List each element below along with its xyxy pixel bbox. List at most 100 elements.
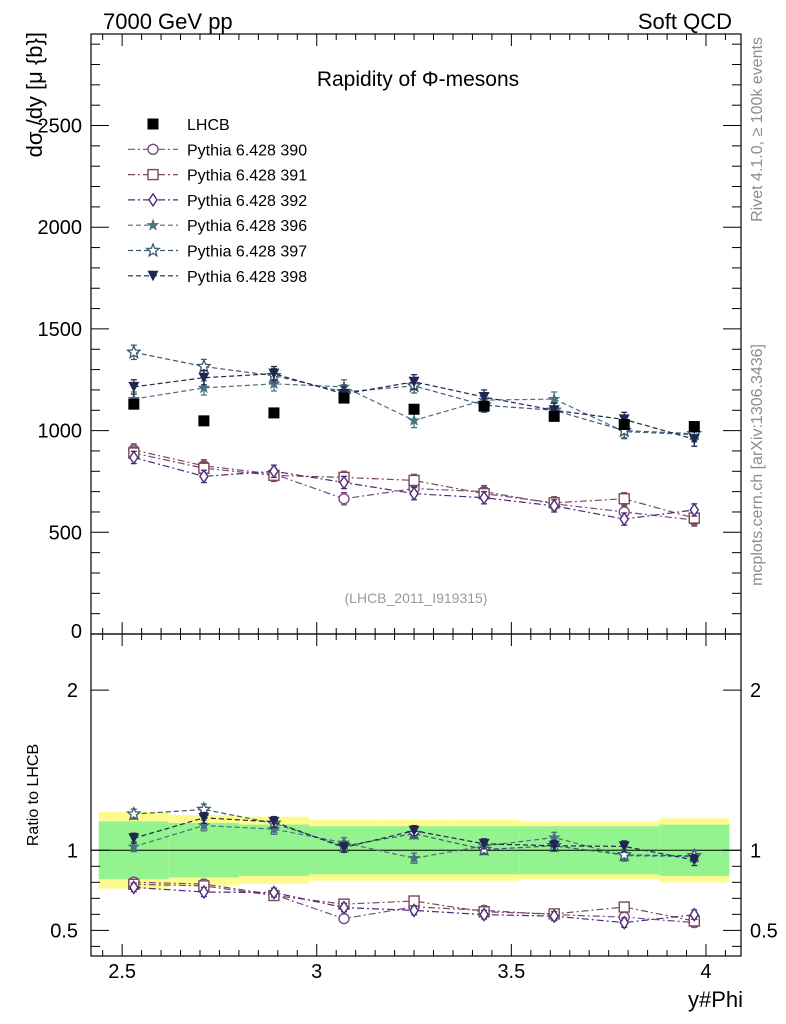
y-tick-label: 1500 — [38, 319, 83, 341]
series-line — [133, 456, 695, 520]
ratio-series-6 — [128, 811, 700, 867]
watermark: (LHCB_2011_I919315) — [345, 590, 488, 606]
data-point — [549, 498, 560, 514]
ratio-y-tick-label-right: 0.5 — [750, 920, 778, 942]
y-tick-label-zero: 0 — [71, 621, 82, 643]
legend-label: Pythia 6.428 391 — [187, 168, 307, 185]
ratio-point — [407, 851, 421, 864]
x-tick-label: 3.5 — [497, 961, 525, 983]
ratio-point — [198, 812, 210, 824]
data-point — [407, 413, 421, 426]
legend-marker — [147, 143, 159, 156]
data-point — [338, 493, 350, 505]
ratio-series-line — [133, 808, 695, 857]
ratio-point — [197, 818, 211, 831]
header-left: 7000 GeV pp — [103, 9, 233, 34]
data-point — [478, 392, 490, 403]
x-tick-label: 2.5 — [108, 961, 136, 983]
ratio-point — [688, 855, 700, 866]
ratio-point — [616, 846, 633, 862]
data-point — [689, 502, 700, 518]
data-point — [128, 450, 139, 465]
legend-label: Pythia 6.428 392 — [187, 193, 307, 210]
series-2 — [128, 446, 700, 525]
ratio-point — [689, 907, 700, 922]
ratio-point — [548, 840, 560, 852]
legend-label: Pythia 6.428 390 — [187, 142, 307, 159]
lhcb-point — [548, 410, 560, 422]
data-point — [618, 493, 630, 505]
data-point — [199, 469, 209, 484]
x-tick-label: 3 — [311, 961, 322, 983]
data-point — [339, 475, 349, 490]
x-axis-label: y#Phi — [688, 987, 743, 1012]
ratio-y-tick-label-right: 2 — [750, 680, 761, 702]
ratio-series-2 — [128, 878, 700, 927]
ratio-frame — [90, 633, 742, 957]
legend-marker — [147, 168, 159, 181]
ratio-y-axis-label: Ratio to LHCB — [25, 744, 42, 846]
legend-marker — [145, 242, 161, 258]
ratio-y-tick-label-right: 1 — [750, 840, 761, 862]
ratio-point — [619, 915, 630, 930]
data-point — [409, 486, 419, 501]
ratio-point — [268, 816, 280, 828]
ratio-point — [199, 884, 209, 900]
data-point — [548, 405, 560, 416]
ratio-point — [269, 885, 279, 900]
lhcb-point — [408, 403, 420, 415]
ratio-point — [478, 838, 490, 850]
data-point — [619, 511, 630, 527]
ratio-point — [125, 805, 142, 821]
ratio-panel: 2.5 3 3.5 4 0.5 0.5 1 1 2 2 — [50, 633, 778, 983]
ratio-point — [618, 841, 630, 852]
ratio-y-tick-label: 0.5 — [50, 920, 78, 942]
legend-label-lhcb: LHCB — [187, 117, 230, 134]
legend-marker — [146, 218, 160, 231]
lhcb-point — [198, 415, 210, 427]
y-tick-label: 2000 — [38, 217, 83, 239]
ratio-point — [549, 908, 560, 924]
series-6 — [128, 365, 700, 447]
main-panel: 500 1000 1500 2000 2500 0 — [38, 33, 742, 956]
ratio-series-3 — [128, 880, 700, 930]
legend-marker-lhcb — [147, 118, 159, 130]
data-point — [688, 434, 700, 445]
ratio-series-line — [133, 824, 695, 859]
ratio-point — [127, 840, 141, 853]
ratio-point — [338, 912, 350, 925]
rivet-label: Rivet 4.1.0, ≥ 100k events — [749, 37, 766, 222]
lhcb-point — [338, 392, 350, 404]
lhcb-point — [128, 398, 140, 410]
mcplots-label: mcplots.cern.ch [arXiv:1306.3436] — [749, 344, 766, 586]
ratio-point — [618, 901, 630, 913]
lhcb-point — [478, 400, 490, 412]
ratio-point — [128, 833, 140, 844]
y-tick-label: 1000 — [38, 421, 83, 443]
data-point — [268, 368, 280, 380]
series-3 — [128, 450, 700, 527]
series-lhcb — [128, 392, 700, 433]
ratio-y-tick-label: 2 — [67, 680, 78, 702]
y-tick-label: 2500 — [38, 116, 83, 138]
header-right: Soft QCD — [638, 9, 732, 34]
ratio-point — [339, 900, 349, 915]
series-line — [133, 452, 695, 519]
legend-label: Pythia 6.428 398 — [187, 269, 307, 286]
legend-label: Pythia 6.428 396 — [187, 218, 307, 235]
data-point — [128, 381, 140, 393]
ratio-point — [479, 907, 489, 922]
legend-marker — [147, 270, 159, 282]
lhcb-point — [268, 407, 280, 419]
y-axis-label: dσ /dy [μ {b}] — [22, 32, 47, 157]
data-point — [479, 490, 489, 505]
lhcb-point — [618, 419, 630, 431]
x-tick-label: 4 — [700, 961, 711, 983]
legend-marker — [148, 192, 158, 208]
lhcb-point — [688, 421, 700, 433]
ratio-y-tick-label: 1 — [67, 840, 78, 862]
legend-label: Pythia 6.428 397 — [187, 244, 307, 261]
y-tick-label: 500 — [49, 522, 82, 544]
data-point — [197, 381, 211, 394]
